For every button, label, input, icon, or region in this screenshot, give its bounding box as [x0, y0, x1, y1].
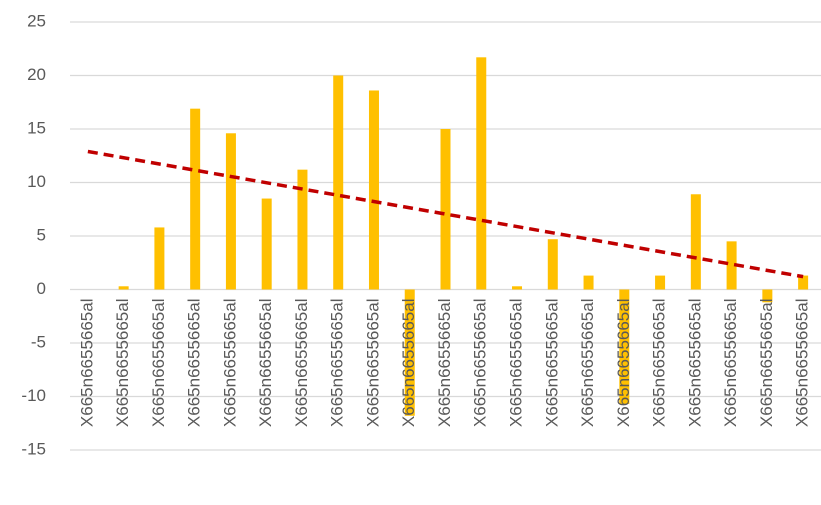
- x-tick-label: X665n6655665al: [721, 299, 740, 428]
- bar: [225, 133, 236, 290]
- x-tick-label: X665n6655665al: [614, 299, 633, 428]
- x-tick-label: X665n6655665al: [471, 299, 490, 428]
- x-tick-label: X665n6655665al: [399, 299, 418, 428]
- bar: [476, 57, 487, 290]
- bar: [440, 129, 451, 290]
- y-tick-label: -10: [21, 386, 46, 405]
- y-tick-label: 25: [27, 11, 46, 30]
- y-tick-label: 20: [27, 65, 46, 84]
- x-tick-label: X665n6655665al: [542, 299, 561, 428]
- bar: [619, 289, 630, 404]
- bar: [583, 275, 594, 290]
- x-tick-label: X665n6655665al: [363, 299, 382, 428]
- bar: [726, 241, 737, 290]
- x-tick-label: X665n6655665al: [220, 299, 239, 428]
- y-tick-label: 15: [27, 118, 46, 137]
- y-tick-label: 5: [37, 225, 46, 244]
- bar: [154, 227, 165, 290]
- bar: [261, 198, 272, 290]
- bar: [190, 108, 201, 290]
- x-tick-label: X665n6655665al: [793, 299, 812, 428]
- x-tick-label: X665n6655665al: [113, 299, 132, 428]
- y-tick-label: -15: [21, 439, 46, 458]
- x-tick-label: X665n6655665al: [149, 299, 168, 428]
- x-tick-label: X665n6655665al: [650, 299, 669, 428]
- bar: [655, 275, 666, 290]
- bar: [762, 289, 773, 303]
- bar: [333, 75, 344, 290]
- bar: [512, 286, 523, 290]
- x-tick-label: X665n6655665al: [507, 299, 526, 428]
- y-tick-label: 0: [37, 279, 46, 298]
- bar: [368, 90, 379, 290]
- x-tick-label: X665n6655665al: [256, 299, 275, 428]
- bar: [404, 289, 415, 416]
- x-tick-label: X665n6655665al: [77, 299, 96, 428]
- bar: [297, 169, 308, 290]
- trendline: [87, 149, 804, 279]
- x-tick-label: X665n6655665al: [292, 299, 311, 428]
- x-tick-label: X665n6655665al: [757, 299, 776, 428]
- bar: [547, 239, 558, 290]
- bar: [690, 194, 701, 290]
- x-tick-label: X665n6655665al: [435, 299, 454, 428]
- y-tick-label: 10: [27, 172, 46, 191]
- bar: [118, 286, 129, 290]
- bar: [798, 275, 809, 290]
- x-tick-label: X665n6655665al: [185, 299, 204, 428]
- y-tick-label: -5: [31, 332, 46, 351]
- x-tick-label: X665n6655665al: [685, 299, 704, 428]
- x-tick-label: X665n6655665al: [578, 299, 597, 428]
- x-tick-label: X665n6655665al: [328, 299, 347, 428]
